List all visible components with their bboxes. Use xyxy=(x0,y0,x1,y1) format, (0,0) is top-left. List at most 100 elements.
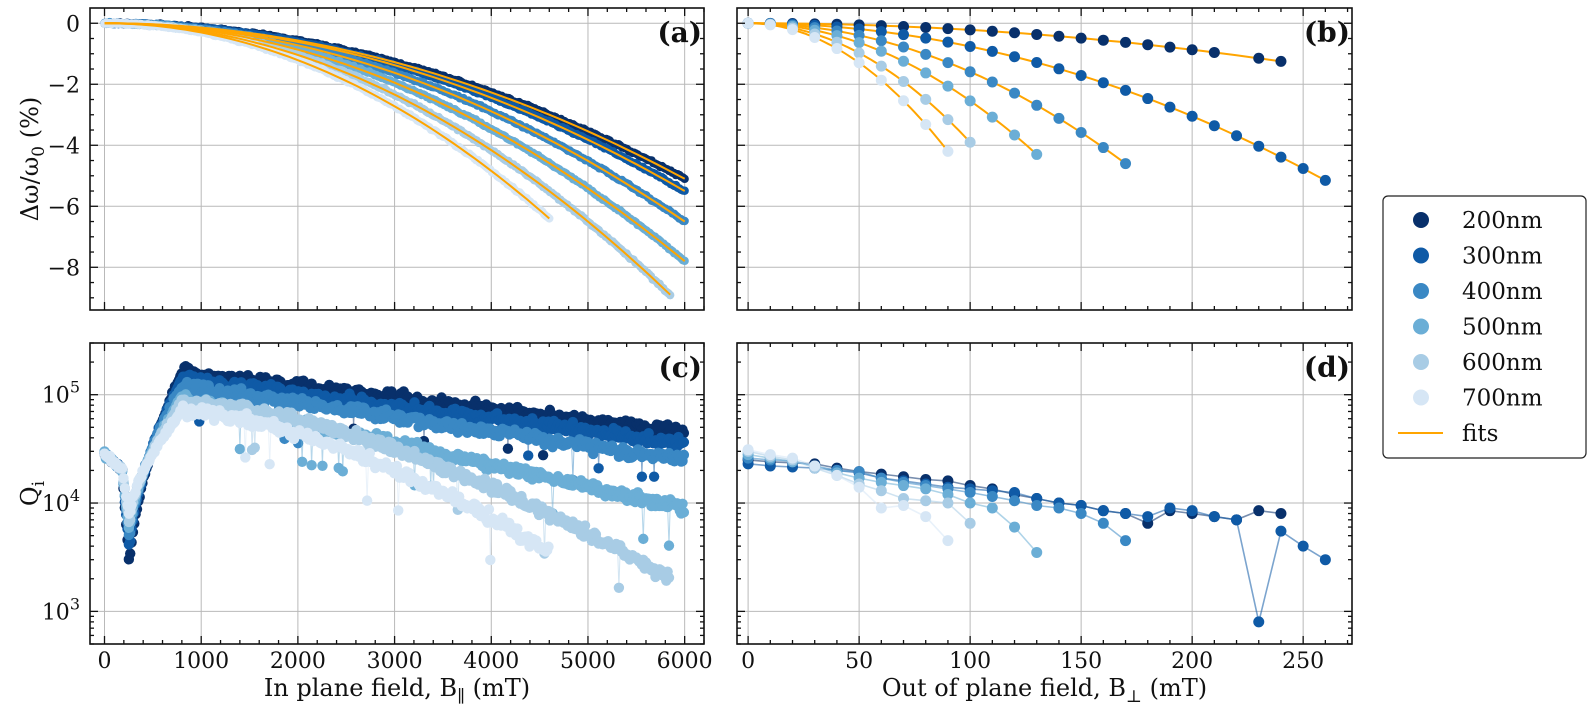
x-tick-label: 0 xyxy=(98,649,112,674)
data-point xyxy=(485,554,496,566)
data-point xyxy=(1319,554,1331,566)
data-markers xyxy=(742,444,1331,628)
data-point xyxy=(920,21,932,33)
data-point xyxy=(1186,110,1198,122)
x-tick-label: 6000 xyxy=(657,649,713,674)
data-point xyxy=(502,443,514,454)
grid-lines xyxy=(90,8,704,310)
data-point xyxy=(964,40,976,52)
data-point xyxy=(1120,36,1132,48)
y-axis-label: Δω/ω0 (%) xyxy=(16,97,49,222)
data-point xyxy=(986,111,998,123)
data-point xyxy=(809,31,821,43)
data-point xyxy=(1031,148,1043,160)
data-point xyxy=(1009,27,1021,39)
data-point xyxy=(764,19,776,31)
data-point xyxy=(986,25,998,37)
data-point xyxy=(1275,525,1287,537)
data-point xyxy=(1097,505,1109,517)
data-point xyxy=(875,45,887,57)
data-point xyxy=(116,463,128,474)
data-point xyxy=(593,463,604,474)
x-axis-label: In plane field, B∥ (mT) xyxy=(264,674,530,707)
data-point xyxy=(1031,28,1043,40)
data-point xyxy=(853,47,865,59)
data-point xyxy=(1142,93,1154,105)
data-point xyxy=(1075,70,1087,82)
data-point xyxy=(898,95,910,107)
data-point xyxy=(942,145,954,157)
data-point xyxy=(1120,508,1132,520)
data-point xyxy=(663,572,675,583)
data-point xyxy=(240,452,251,463)
data-point xyxy=(537,449,549,461)
data-point xyxy=(613,582,625,593)
data-point xyxy=(678,437,690,448)
data-point xyxy=(964,95,976,107)
y-axis-label-sub: 0 xyxy=(29,146,49,157)
ticks xyxy=(90,8,705,310)
x-axis-label-tail: (mT) xyxy=(465,674,530,702)
data-point xyxy=(1142,511,1154,523)
data-point xyxy=(964,66,976,78)
data-point xyxy=(920,32,932,44)
data-point xyxy=(1053,30,1065,42)
data-point xyxy=(942,114,954,126)
data-point xyxy=(1231,514,1243,526)
grid-lines xyxy=(737,343,1352,644)
data-point xyxy=(1120,84,1132,96)
data-point xyxy=(118,473,129,484)
data-point xyxy=(125,548,136,559)
data-point xyxy=(853,37,865,49)
data-point xyxy=(875,60,887,72)
data-point xyxy=(543,541,554,552)
data-point xyxy=(964,24,976,36)
y-tick-base: 10 xyxy=(42,492,70,517)
axes-frame xyxy=(89,7,705,311)
data-point xyxy=(636,471,648,482)
data-point xyxy=(1053,63,1065,75)
data-markers xyxy=(742,17,1331,186)
y-axis-label-main: Δω/ω xyxy=(16,157,44,222)
y-axis-label-tail: (%) xyxy=(16,97,44,146)
y-tick-label: 0 xyxy=(66,12,80,37)
data-point xyxy=(264,459,275,470)
y-tick-label: −8 xyxy=(48,256,80,281)
data-point xyxy=(306,459,317,471)
data-point xyxy=(1186,44,1198,56)
data-point xyxy=(942,57,954,69)
data-point xyxy=(1208,120,1220,132)
y-tick-exponent: 4 xyxy=(70,486,80,505)
data-point xyxy=(1319,174,1331,186)
data-point xyxy=(317,460,328,471)
panel-tag: (a) xyxy=(657,16,702,49)
x-axis-label-sub: ∥ xyxy=(457,687,465,707)
data-point xyxy=(678,449,690,461)
y-tick-label: 103 xyxy=(42,594,80,625)
data-point xyxy=(986,76,998,88)
data-point xyxy=(483,504,495,515)
data-point xyxy=(1231,130,1243,142)
data-point xyxy=(920,93,932,105)
data-point xyxy=(337,466,348,477)
data-point xyxy=(1009,129,1021,141)
data-point xyxy=(875,74,887,86)
data-point xyxy=(1053,112,1065,124)
x-tick-label: 1000 xyxy=(173,649,229,674)
data-point xyxy=(1208,511,1220,523)
data-point xyxy=(1142,39,1154,51)
y-axis-label-sub: i xyxy=(29,480,49,486)
data-point xyxy=(249,442,260,453)
data-point xyxy=(920,48,932,60)
data-point xyxy=(1164,41,1176,53)
data-point xyxy=(875,35,887,47)
y-axis-label-main: Q xyxy=(16,486,44,506)
panel-tag: (b) xyxy=(1304,16,1350,49)
data-point xyxy=(1120,158,1132,170)
y-tick-label: −6 xyxy=(48,195,80,220)
data-point xyxy=(942,36,954,48)
x-tick-label: 3000 xyxy=(367,649,423,674)
data-point xyxy=(1275,55,1287,67)
data-point xyxy=(1253,140,1265,152)
y-tick-label: −2 xyxy=(48,73,80,98)
